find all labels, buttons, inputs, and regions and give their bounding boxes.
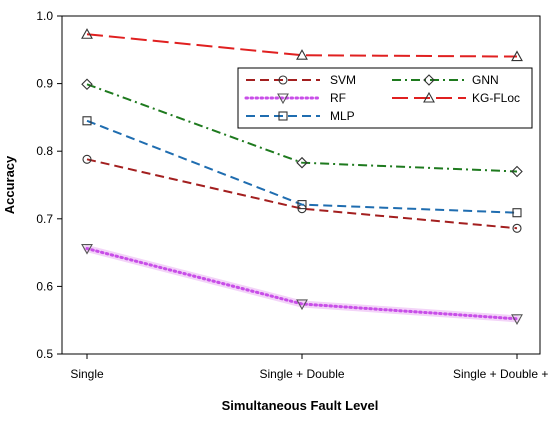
y-tick-label: 0.9	[36, 77, 53, 91]
series-gnn-line	[86, 83, 518, 173]
x-axis-title: Simultaneous Fault Level	[222, 398, 379, 413]
series-kg-floc	[81, 28, 523, 62]
x-tick-label: Single	[70, 367, 104, 381]
y-tick-label: 0.6	[36, 279, 53, 293]
legend-swatch-marker	[278, 75, 288, 85]
y-tick-label: 0.7	[36, 212, 53, 226]
legend-swatch-marker	[277, 93, 289, 105]
series-gnn-point	[296, 156, 308, 169]
series-kg-floc-point	[81, 28, 93, 39]
series-rf-point	[296, 299, 308, 311]
series-mlp-line	[86, 119, 518, 214]
x-tick-label: Single + Double	[259, 367, 344, 381]
legend-label: MLP	[330, 109, 355, 123]
series-mlp-point	[512, 208, 522, 218]
plot-frame	[61, 15, 541, 355]
legend-label: RF	[330, 91, 346, 105]
legend-item-mlp: MLP	[246, 109, 355, 123]
legend-swatch-marker	[423, 91, 435, 103]
series-rf-point	[511, 314, 523, 325]
y-tick-label: 1.0	[36, 9, 53, 23]
legend-label: KG-FLoc	[472, 91, 520, 105]
x-axis-ticks: Single Single + Double Single + Double + T…	[70, 354, 550, 381]
series-svm-line	[86, 158, 518, 230]
series-svm-point	[512, 223, 522, 233]
legend-label: GNN	[472, 73, 499, 87]
series-gnn	[81, 78, 523, 178]
series-kg-floc-point	[511, 50, 523, 62]
legend-item-svm: SVM	[246, 73, 356, 87]
y-axis-title: Accuracy	[2, 155, 17, 214]
series-mlp-point	[297, 200, 307, 210]
legend: SVM GNN RF KG-FLoc MLP	[237, 67, 533, 129]
series-gnn-point	[511, 165, 523, 178]
series-mlp-point	[82, 116, 92, 126]
series-rf-point	[81, 243, 93, 255]
y-tick-label: 0.8	[36, 144, 53, 158]
y-axis-ticks: 0.5 0.6 0.7 0.8 0.9 1.0	[36, 9, 62, 361]
legend-item-kg-floc: KG-FLoc	[392, 91, 520, 105]
series-kg-floc-line	[86, 33, 518, 58]
legend-swatch-marker	[278, 111, 288, 121]
y-tick-label: 0.5	[36, 347, 53, 361]
series-gnn-point	[81, 78, 93, 91]
series-svm-point	[82, 154, 92, 164]
legend-item-rf: RF	[244, 91, 346, 105]
series-mlp	[82, 116, 522, 218]
series-rf-line	[85, 247, 519, 321]
legend-label: SVM	[330, 73, 356, 87]
series-svm	[82, 154, 522, 233]
legend-swatch-marker	[423, 74, 435, 86]
series-rf	[81, 243, 523, 325]
series-kg-floc-point	[296, 49, 308, 60]
x-tick-label: Single + Double + Triple	[453, 367, 550, 381]
series-group	[81, 28, 523, 325]
legend-item-gnn: GNN	[392, 73, 499, 87]
